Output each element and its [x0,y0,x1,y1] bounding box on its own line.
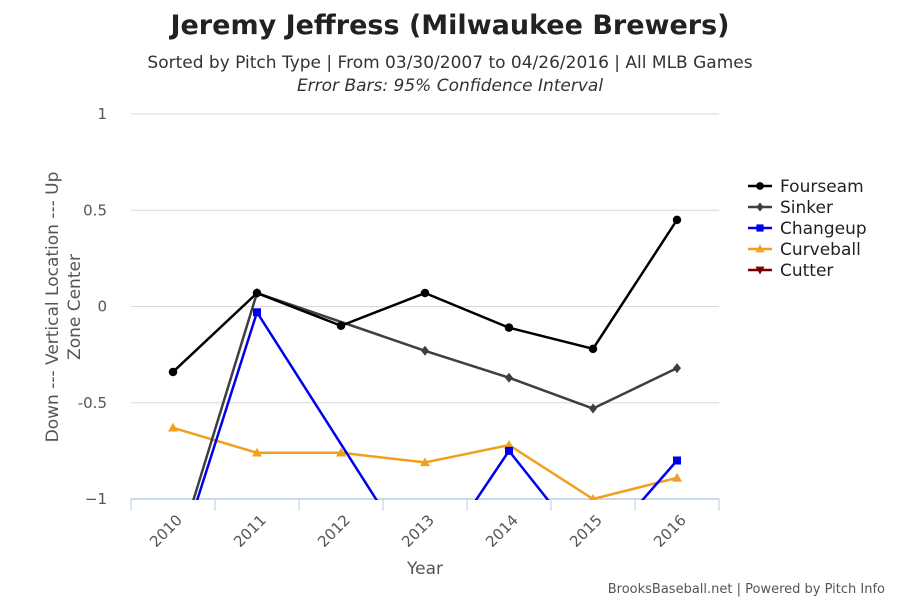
credit-text: BrooksBaseball.net | Powered by Pitch In… [608,582,885,597]
data-point [672,472,682,482]
legend-marker [755,266,765,275]
legend-label: Fourseam [780,177,864,197]
data-point [588,344,598,354]
x-tick-label: 2014 [482,511,522,551]
y-axis-ticks: 1 0.5 0 -0.5 −1 [78,105,107,508]
series-layer [168,215,682,500]
legend-item: Curveball [748,240,861,260]
x-tick-label: 2012 [314,511,354,551]
data-point [168,367,178,377]
legend-marker [756,202,764,212]
x-tick-label: 2013 [398,511,438,551]
legend-marker [755,244,765,253]
data-point [504,323,514,332]
data-point [253,308,261,317]
y-axis-label-secondary: Zone Center [65,254,85,360]
data-point [504,440,514,449]
x-tick-label: 2016 [650,511,690,551]
series-curveball [168,422,682,500]
series-changeup [195,308,681,500]
data-point [421,345,429,356]
legend-label: Changeup [780,219,867,239]
data-point [252,447,262,457]
chart-subtitle-confidence: Error Bars: 95% Confidence Interval [297,76,603,96]
legend-label: Curveball [780,240,861,260]
legend-item: Fourseam [748,177,864,197]
series-fourseam [168,215,682,377]
legend-label: Cutter [780,261,833,281]
x-axis-label: Year [406,559,443,579]
x-tick-label: 2011 [230,511,270,551]
legend-marker [756,182,764,190]
data-point [336,447,346,457]
y-tick-label: 0.5 [83,201,107,219]
data-point [168,422,178,432]
series-line [192,291,678,500]
legend-marker [756,224,764,232]
x-tick-label: 2015 [566,511,606,551]
chart-subtitle: Sorted by Pitch Type | From 03/30/2007 t… [147,53,752,73]
data-point [672,215,682,225]
y-tick-label: -0.5 [78,394,107,412]
y-axis-label: Down --- Vertical Location --- Up [43,172,63,443]
data-point [589,403,597,414]
y-tick-label: −1 [85,490,107,508]
data-point [420,457,430,467]
y-tick-label: 1 [97,105,107,123]
x-tick-label: 2010 [146,511,186,551]
data-point [252,288,262,298]
legend-label: Sinker [780,198,833,218]
legend-item: Changeup [748,219,867,239]
series-line [195,311,678,500]
data-point [336,321,346,330]
legend-item: Cutter [748,261,833,281]
data-point [505,446,513,455]
chart-title: Jeremy Jeffress (Milwaukee Brewers) [168,10,729,41]
x-axis: 2010 2011 2012 2013 2014 2015 2016 [130,498,720,551]
data-point [505,372,513,383]
y-tick-label: 0 [97,298,107,316]
data-point [673,363,681,374]
data-point [420,288,430,298]
legend-item: Sinker [748,198,833,218]
data-point [589,494,597,500]
data-point [673,456,681,465]
